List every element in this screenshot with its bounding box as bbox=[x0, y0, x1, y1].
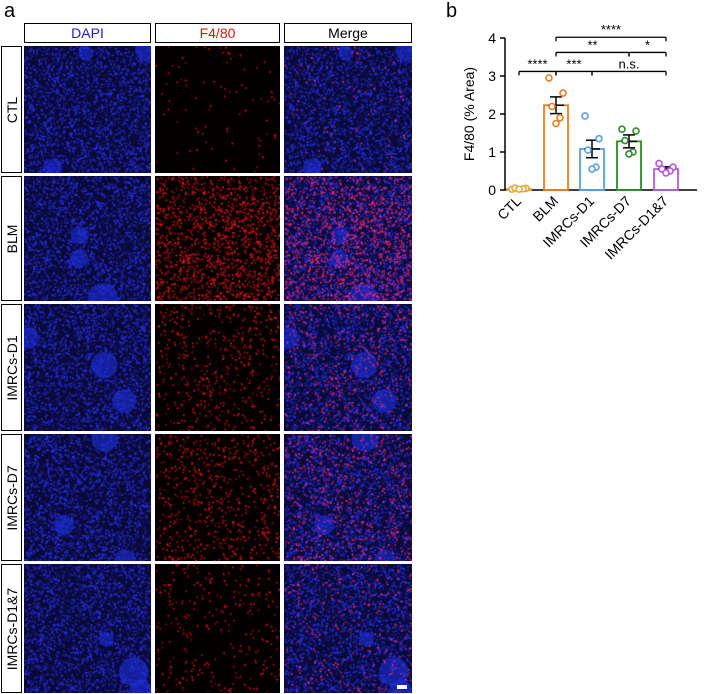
micrograph-merge-row-3 bbox=[284, 304, 412, 431]
data-point-BLM-2 bbox=[559, 89, 567, 97]
data-point-IMRCs-D1&7-5 bbox=[662, 169, 670, 177]
row-label-ctl-text: CTL bbox=[3, 96, 20, 123]
data-point-BLM-5 bbox=[552, 119, 560, 128]
row-label-imrcs-d1-7-text: IMRCs-D1&7 bbox=[3, 587, 20, 670]
data-point-BLM-4 bbox=[556, 114, 564, 122]
row-label-imrcs-d1-7: IMRCs-D1&7 bbox=[1, 564, 22, 693]
y-tick-label-0: 0 bbox=[488, 182, 496, 198]
micrograph-dapi-row-4 bbox=[24, 434, 151, 561]
row-label-imrcs-d1: IMRCs-D1 bbox=[1, 304, 22, 431]
data-point-IMRCs-D7-2 bbox=[632, 127, 640, 135]
y-tick-label-3: 3 bbox=[488, 68, 496, 84]
data-point-BLM-3 bbox=[548, 102, 556, 111]
row-label-imrcs-d7: IMRCs-D7 bbox=[1, 434, 22, 561]
column-header-f480: F4/80 bbox=[155, 23, 280, 43]
data-point-IMRCs-D1-2 bbox=[595, 134, 603, 143]
sig-label-5: *** bbox=[566, 56, 581, 71]
bar-BLM bbox=[543, 104, 569, 191]
row-label-imrcs-d7-text: IMRCs-D7 bbox=[3, 464, 20, 531]
data-point-IMRCs-D7-3 bbox=[621, 136, 629, 145]
row-label-blm-text: BLM bbox=[3, 224, 20, 253]
micrograph-merge-row-4 bbox=[284, 434, 412, 561]
data-point-IMRCs-D1&7-1 bbox=[655, 159, 663, 168]
x-tick-label-BLM: BLM bbox=[529, 193, 561, 225]
y-tick-label-4: 4 bbox=[488, 30, 496, 46]
column-header-merge: Merge bbox=[284, 23, 412, 43]
y-tick-label-2: 2 bbox=[488, 106, 496, 122]
x-tick-label-CTL: CTL bbox=[494, 193, 524, 223]
micrograph-f480-row-2 bbox=[155, 176, 280, 301]
micrograph-dapi-row-1 bbox=[24, 46, 151, 173]
data-point-IMRCs-D7-5 bbox=[625, 150, 633, 158]
row-label-blm: BLM bbox=[1, 176, 22, 301]
data-point-IMRCs-D1-3 bbox=[584, 146, 592, 154]
bar-IMRCs-D7 bbox=[616, 140, 642, 191]
micrograph-dapi-row-2 bbox=[24, 176, 151, 301]
panel-a-letter: a bbox=[4, 0, 16, 22]
column-header-dapi: DAPI bbox=[24, 23, 151, 43]
micrograph-f480-row-1 bbox=[155, 46, 280, 173]
panel-b-letter: b bbox=[446, 0, 458, 22]
sig-label-6: n.s. bbox=[619, 56, 640, 71]
data-point-IMRCs-D7-1 bbox=[618, 125, 626, 133]
micrograph-dapi-row-5 bbox=[24, 564, 151, 693]
sig-label-3: * bbox=[645, 37, 650, 52]
y-tick-label-1: 1 bbox=[488, 144, 496, 160]
micrograph-merge-row-5 bbox=[284, 564, 412, 693]
micrograph-merge-row-2 bbox=[284, 176, 412, 301]
row-label-imrcs-d1-text: IMRCs-D1 bbox=[3, 334, 20, 401]
column-header-f480-label: F4/80 bbox=[199, 25, 236, 41]
data-point-IMRCs-D1-5 bbox=[588, 165, 596, 173]
micrograph-f480-row-5 bbox=[155, 564, 280, 693]
micrograph-dapi-row-3 bbox=[24, 304, 151, 431]
micrograph-merge-row-1 bbox=[284, 46, 412, 173]
data-point-CTL-5 bbox=[515, 185, 523, 194]
row-label-ctl: CTL bbox=[1, 46, 22, 173]
sig-label-4: **** bbox=[527, 56, 547, 71]
scale-bar bbox=[397, 685, 407, 689]
sig-label-1: **** bbox=[601, 22, 621, 37]
sig-label-2: ** bbox=[587, 37, 597, 52]
y-axis-label: F4/80 (% Area) bbox=[461, 67, 477, 161]
micrograph-f480-row-3 bbox=[155, 304, 280, 431]
data-point-IMRCs-D1-1 bbox=[581, 112, 589, 120]
data-point-BLM-1 bbox=[545, 74, 553, 82]
column-header-dapi-label: DAPI bbox=[71, 25, 104, 41]
micrograph-f480-row-4 bbox=[155, 434, 280, 561]
column-header-merge-label: Merge bbox=[328, 25, 368, 41]
